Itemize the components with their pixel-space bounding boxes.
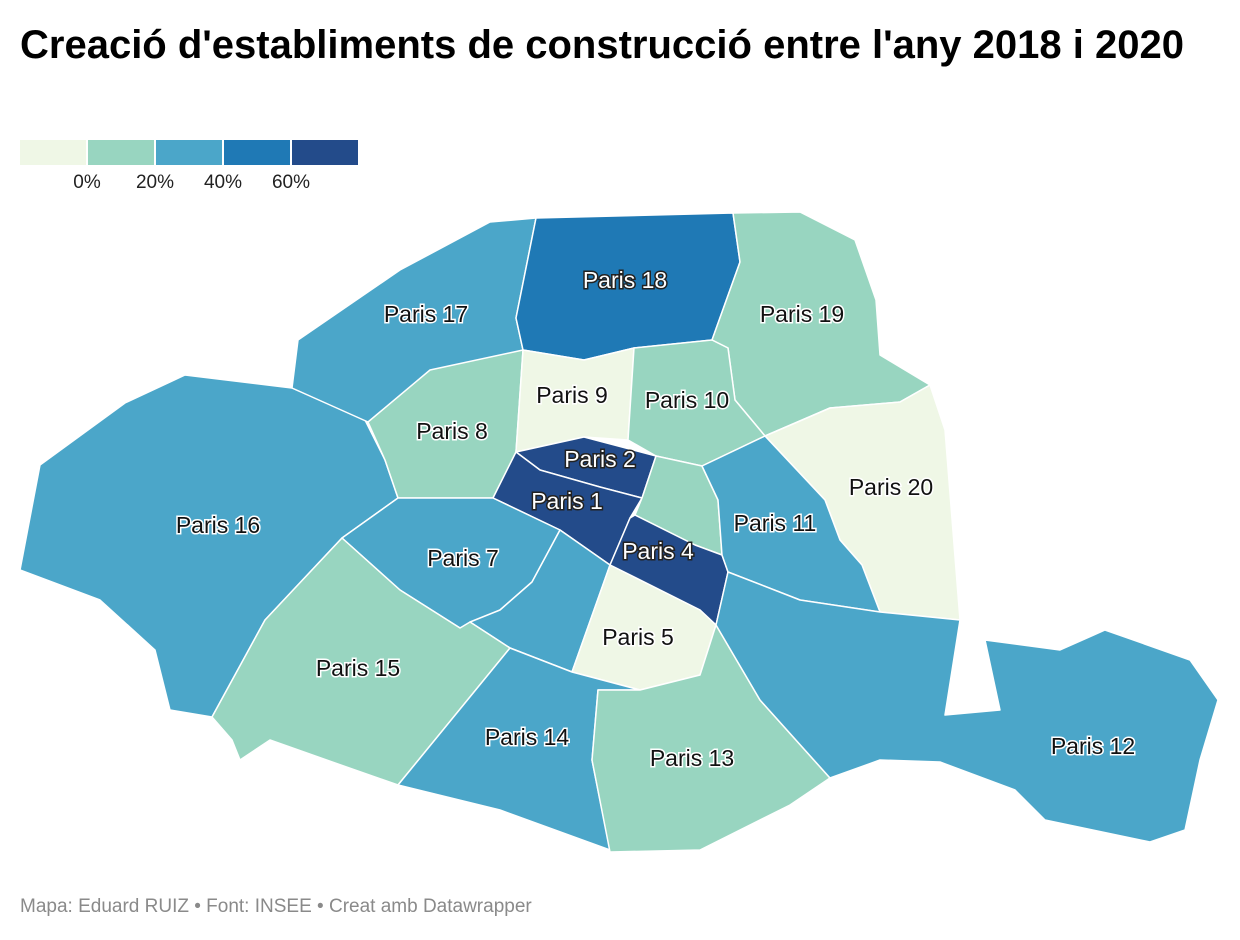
label-paris-17: Paris 17 (384, 301, 468, 327)
district-paris-15[interactable] (211, 537, 511, 786)
label-paris-4: Paris 4 (622, 538, 694, 564)
label-paris-14: Paris 14 (485, 724, 570, 750)
legend-tick-20: 20% (135, 172, 175, 193)
label-paris-19: Paris 19 (760, 301, 844, 327)
label-paris-7: Paris 7 (427, 545, 499, 571)
legend-swatch-2 (88, 140, 154, 165)
color-legend: 0% 20% 40% 60% (20, 140, 360, 200)
label-paris-11: Paris 11 (734, 510, 817, 536)
label-paris-9: Paris 9 (536, 382, 608, 408)
label-paris-12: Paris 12 (1051, 733, 1135, 759)
label-paris-18: Paris 18 (583, 267, 667, 293)
legend-swatch-1 (20, 140, 86, 165)
label-paris-13: Paris 13 (650, 745, 734, 771)
label-paris-16: Paris 16 (176, 512, 260, 538)
label-paris-10: Paris 10 (645, 387, 729, 413)
paris-arrondissements-map: Paris 16 Paris 17 Paris 18 Paris 19 Pari… (19, 211, 1219, 853)
label-paris-20: Paris 20 (849, 474, 933, 500)
legend-swatch-3 (156, 140, 222, 165)
label-paris-1: Paris 1 (531, 488, 603, 514)
legend-tick-40: 40% (203, 172, 243, 193)
label-paris-15: Paris 15 (316, 655, 400, 681)
map-title: Creació d'establiments de construcció en… (20, 23, 1184, 67)
legend-tick-60: 60% (271, 172, 311, 193)
label-paris-8: Paris 8 (416, 418, 488, 444)
label-paris-2: Paris 2 (564, 446, 636, 472)
source-footer: Mapa: Eduard RUIZ • Font: INSEE • Creat … (20, 896, 532, 917)
label-paris-5: Paris 5 (602, 624, 674, 650)
legend-tick-0: 0% (73, 172, 101, 193)
legend-swatch-5 (292, 140, 358, 165)
legend-swatch-4 (224, 140, 290, 165)
district-paris-12[interactable] (715, 571, 1219, 843)
